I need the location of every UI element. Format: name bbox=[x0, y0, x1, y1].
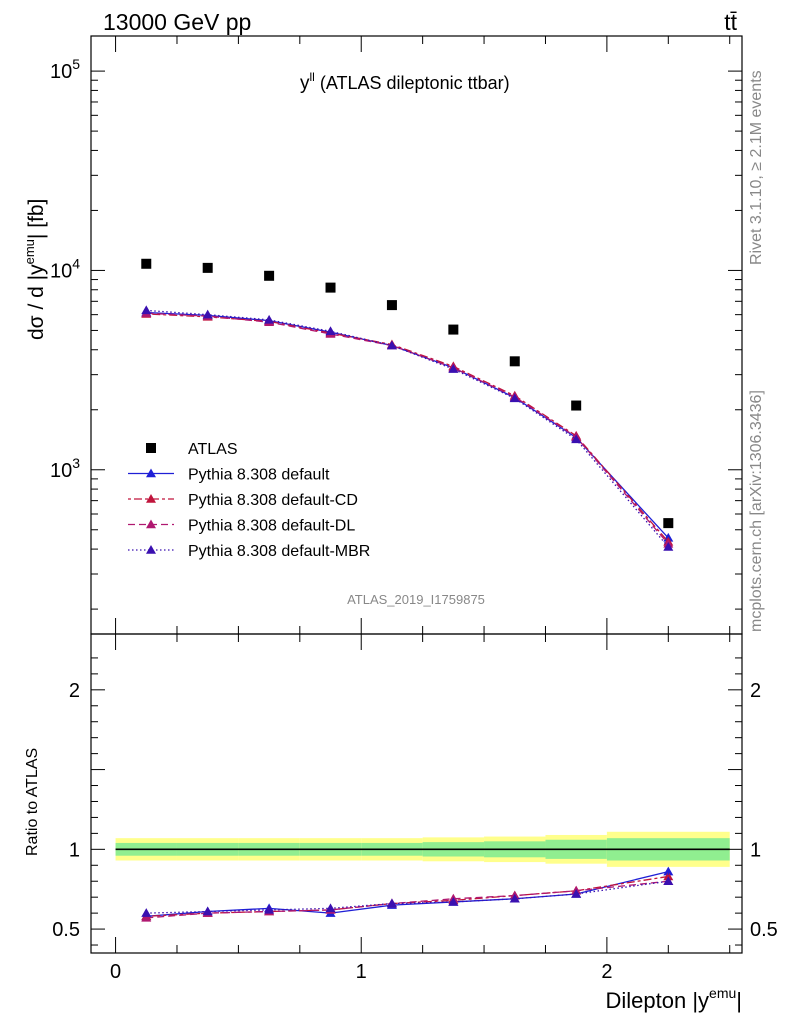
header-left: 13000 GeV pp bbox=[103, 9, 251, 35]
atlas-data-point bbox=[264, 270, 275, 281]
ratio-series-line bbox=[146, 880, 669, 919]
atlas-data-point bbox=[202, 262, 213, 273]
atlas-data-point bbox=[386, 300, 397, 311]
legend-marker bbox=[146, 545, 156, 554]
ratio-point bbox=[509, 893, 520, 903]
legend-marker bbox=[146, 494, 156, 503]
ratio-y-tick-label-right: 1 bbox=[750, 839, 761, 861]
mc-series-line bbox=[146, 312, 669, 545]
ratio-point bbox=[663, 871, 674, 881]
header-right: tt̄ bbox=[724, 9, 737, 35]
ratio-frame bbox=[90, 633, 743, 954]
legend-marker bbox=[146, 443, 156, 453]
ratio-point bbox=[571, 888, 582, 898]
ratio-y-tick-label: 0.5 bbox=[52, 919, 80, 941]
legend-label: Pythia 8.308 default-DL bbox=[188, 518, 355, 535]
ratio-point bbox=[448, 896, 459, 906]
mc-point bbox=[448, 364, 459, 373]
main-y-axis-label: dσ / d |yemu| [fb] bbox=[22, 199, 48, 340]
x-tick-label: 1 bbox=[356, 961, 367, 983]
main-title: yll (ATLAS dileptonic ttbar) bbox=[300, 70, 510, 94]
ratio-series-line bbox=[146, 871, 669, 917]
legend-label: Pythia 8.308 default-CD bbox=[188, 492, 358, 509]
ratio-y-tick-label-right: 0.5 bbox=[750, 919, 778, 941]
mc-series-line bbox=[146, 309, 669, 548]
atlas-data-point bbox=[509, 356, 520, 367]
mc-point bbox=[509, 393, 520, 403]
rivet-label: Rivet 3.1.10, ≥ 2.1M events bbox=[748, 70, 765, 265]
y-tick-label: 105 bbox=[50, 56, 80, 83]
y-tick-label: 103 bbox=[50, 455, 80, 482]
atlas-data-point bbox=[141, 258, 152, 269]
mc-point bbox=[386, 340, 397, 350]
y-tick-label: 104 bbox=[50, 255, 80, 282]
mc-point bbox=[325, 326, 336, 336]
legend-label: ATLAS bbox=[188, 441, 238, 458]
ratio-point bbox=[141, 912, 152, 922]
main-panel: 103 104 105 bbox=[50, 35, 743, 635]
ratio-point bbox=[202, 906, 213, 916]
ratio-y-tick-label: 1 bbox=[69, 839, 80, 861]
ratio-point bbox=[663, 876, 674, 885]
ratio-panel: 0.5 0.5 1 1 2 2 0 1 2 bbox=[52, 633, 778, 983]
mc-point bbox=[663, 541, 674, 551]
ratio-point bbox=[325, 903, 336, 913]
ratio-point bbox=[141, 908, 152, 917]
ratio-y-tick-label-right: 2 bbox=[750, 680, 761, 702]
ratio-y-axis-label: Ratio to ATLAS bbox=[24, 748, 41, 856]
legend-label: Pythia 8.308 default-MBR bbox=[188, 543, 370, 560]
legend-marker bbox=[146, 519, 156, 529]
ratio-series-line bbox=[146, 880, 669, 914]
mc-point bbox=[141, 305, 152, 315]
mc-point bbox=[264, 314, 275, 324]
mc-point bbox=[571, 434, 582, 444]
atlas-data-point bbox=[325, 282, 336, 293]
ratio-y-tick-label: 2 bbox=[69, 680, 80, 702]
x-tick-label: 0 bbox=[110, 961, 121, 983]
analysis-id: ATLAS_2019_I1759875 bbox=[347, 592, 485, 607]
x-axis-label: Dilepton |yemu| bbox=[606, 985, 743, 1013]
atlas-data-point bbox=[448, 324, 459, 335]
ratio-point bbox=[264, 904, 275, 914]
legend-label: Pythia 8.308 default bbox=[188, 467, 330, 484]
atlas-data-point bbox=[663, 518, 674, 529]
ratio-point bbox=[386, 898, 397, 908]
mc-point bbox=[202, 309, 213, 319]
atlas-data-point bbox=[571, 400, 582, 411]
legend-marker bbox=[146, 468, 156, 478]
legend: ATLAS Pythia 8.308 default Pythia 8.308 de… bbox=[128, 441, 370, 560]
mcplots-label: mcplots.cern.ch [arXiv:1306.3436] bbox=[748, 390, 765, 632]
x-tick-label: 2 bbox=[601, 961, 612, 983]
